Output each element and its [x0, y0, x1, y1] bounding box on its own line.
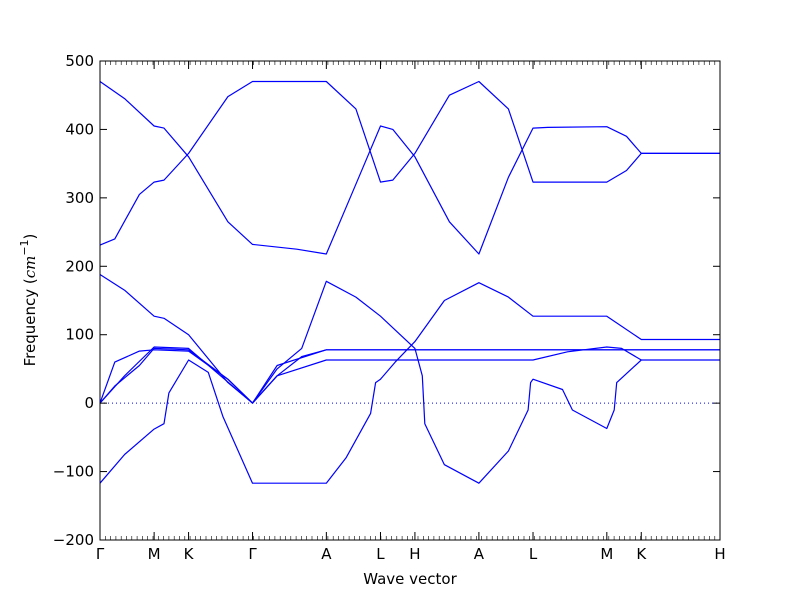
series-layer: [99, 80, 720, 484]
y-tick-label: 400: [65, 120, 94, 138]
series-line-5: [99, 349, 720, 404]
x-tick-label: A: [474, 545, 485, 563]
plot-frame: [99, 60, 721, 541]
y-axis-label-text: Frequency (: [21, 278, 39, 366]
x-tick-label: K: [636, 545, 647, 563]
y-axis-label-unit: cm: [21, 256, 39, 279]
y-tick-label: 200: [65, 257, 94, 275]
y-tick-label: 500: [65, 52, 94, 70]
plot-background: [100, 61, 720, 540]
x-tick-label: A: [321, 545, 332, 563]
series-line-7: [99, 346, 642, 404]
x-tick-label: H: [409, 545, 420, 563]
series-line-2: [99, 80, 720, 246]
y-axis-label-close: ): [21, 234, 39, 240]
y-tick-label: −200: [53, 531, 94, 549]
x-tick-label: M: [148, 545, 161, 563]
y-tick-label: 100: [65, 326, 94, 344]
y-axis-label-exponent: −1: [18, 239, 31, 255]
y-tick-label: −100: [53, 463, 94, 481]
y-axis-label: Frequency (cm−1): [18, 234, 39, 367]
x-axis-label: Wave vector: [363, 570, 457, 588]
x-tick-label: K: [184, 545, 195, 563]
series-line-1: [99, 81, 720, 255]
x-tick-label: Γ: [96, 545, 105, 563]
x-tick-label: Γ: [248, 545, 257, 563]
x-tick-label: H: [714, 545, 725, 563]
x-tick-label: L: [376, 545, 385, 563]
y-tick-label: 0: [84, 394, 94, 412]
y-tick-label: 300: [65, 189, 94, 207]
x-tick-label: L: [529, 545, 538, 563]
series-line-6: [99, 282, 720, 484]
x-tick-label: M: [600, 545, 613, 563]
y-axis-ticks: −200 −100 0 100 200 300 400 500: [53, 52, 720, 549]
x-minor-ticks: [99, 61, 716, 540]
